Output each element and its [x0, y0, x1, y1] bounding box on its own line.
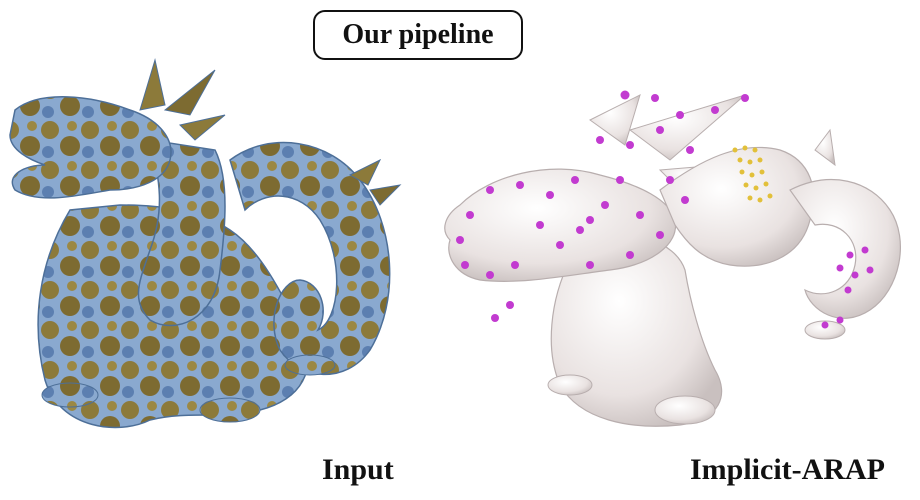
output-label: Implicit-ARAP: [690, 453, 885, 486]
handle-points-yellow: [732, 145, 773, 203]
input-label: Input: [322, 453, 394, 486]
output-dragon-body: [444, 94, 901, 427]
input-dragon-body: [9, 58, 402, 429]
input-dragon-render: [9, 58, 402, 429]
output-dragon-render: [444, 90, 901, 427]
figure-title: Our pipeline: [313, 10, 523, 60]
handle-points-magenta: [456, 90, 874, 329]
